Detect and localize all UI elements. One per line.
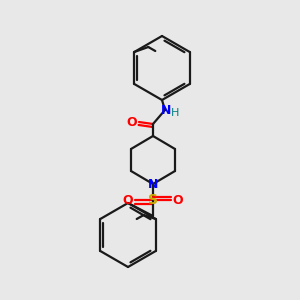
Text: O: O [173,194,183,206]
Text: O: O [123,194,133,206]
Text: N: N [161,104,171,118]
Text: O: O [127,116,137,128]
Text: S: S [148,193,158,207]
Text: H: H [171,108,179,118]
Text: N: N [148,178,158,190]
